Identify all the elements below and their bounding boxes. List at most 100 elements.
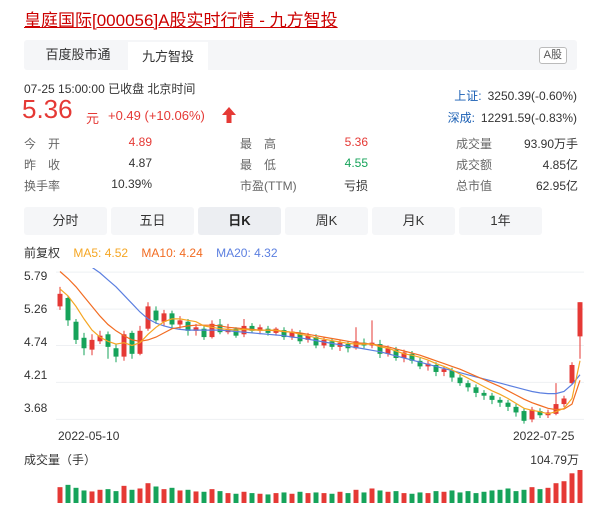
volume-bar <box>409 493 415 503</box>
volume-bar <box>465 491 471 503</box>
volume-bar <box>425 493 431 503</box>
tab-jiufang-zhitou[interactable]: 九方智投 <box>128 40 208 70</box>
volume-bar <box>273 493 279 503</box>
volume-bar <box>169 487 175 503</box>
period-5day-button[interactable]: 五日 <box>111 207 194 235</box>
volume-bar <box>73 487 79 503</box>
volume-bar <box>153 486 159 503</box>
candle-body <box>81 337 87 349</box>
period-daily-k-button[interactable]: 日K <box>198 207 281 235</box>
candle-body <box>385 348 391 354</box>
prev-close-label: 昨 收 <box>24 158 61 172</box>
volume-bar <box>137 488 143 503</box>
candle-body <box>353 341 359 349</box>
volume-bar <box>553 483 559 503</box>
ma-legend: 前复权 MA5: 4.52 MA10: 4.24 MA20: 4.32 <box>24 244 288 261</box>
period-intraday-button[interactable]: 分时 <box>24 207 107 235</box>
volume-bar <box>377 490 383 503</box>
volume-bar <box>121 485 127 503</box>
period-monthly-k-button[interactable]: 月K <box>372 207 455 235</box>
volume-bar <box>577 470 583 503</box>
volume-bar <box>281 492 287 503</box>
y-tick-label: 4.21 <box>24 368 48 382</box>
candle-body <box>425 363 431 367</box>
candle-body <box>313 337 319 346</box>
candle-body <box>265 328 271 333</box>
adjust-label[interactable]: 前复权 <box>24 246 61 260</box>
volume-bar <box>145 483 151 503</box>
volume-bar <box>401 493 407 503</box>
volume-bar <box>193 491 199 503</box>
index-value: 3250.39(-0.60%) <box>487 89 577 103</box>
turnover-label: 换手率 <box>24 179 61 193</box>
volume-bar <box>65 484 71 503</box>
volume-bar <box>321 493 327 503</box>
volume-value: 93.90万手 <box>523 137 578 151</box>
candle-body <box>401 352 407 359</box>
index-value: 12291.59(-0.83%) <box>480 111 577 125</box>
candle-body <box>473 387 479 393</box>
candle-body <box>537 411 543 416</box>
x-tick-label: 2022-05-10 <box>58 429 120 443</box>
volume-bar <box>225 493 231 503</box>
amount-label: 成交额 <box>456 158 493 172</box>
volume-bar <box>113 491 119 503</box>
volume-header: 成交量（手） <box>24 453 97 467</box>
tab-baidu-gushitong[interactable]: 百度股市通 <box>45 47 111 62</box>
candle-body <box>393 349 399 359</box>
pe-label: 市盈(TTM) <box>240 179 297 193</box>
candle-body <box>201 328 207 338</box>
pe-value: 亏损 <box>343 179 368 193</box>
candle-body <box>305 335 311 340</box>
volume-bar <box>129 489 135 503</box>
volume-bar <box>545 487 551 503</box>
volume-bar <box>161 489 167 503</box>
volume-bar <box>305 493 311 503</box>
volume-bar <box>265 494 271 503</box>
page-title[interactable]: 皇庭国际[000056]A股实时行情 - 九方智投 <box>24 11 338 30</box>
up-arrow-icon <box>222 107 236 123</box>
candle-body <box>377 344 383 354</box>
candle-body <box>449 370 455 378</box>
candle-body <box>281 330 287 338</box>
candle-body <box>529 409 535 420</box>
volume-bar <box>81 490 87 503</box>
period-1year-button[interactable]: 1年 <box>459 207 542 235</box>
period-weekly-k-button[interactable]: 周K <box>285 207 368 235</box>
volume-bar <box>105 489 111 503</box>
candle-body <box>561 398 567 405</box>
volume-label: 成交量 <box>456 137 493 151</box>
volume-bar <box>561 481 567 503</box>
candle-body <box>321 339 327 346</box>
market-cap-value: 62.95亿 <box>535 179 578 193</box>
candle-body <box>233 328 239 336</box>
candle-body <box>465 383 471 388</box>
volume-bar <box>89 491 95 503</box>
candle-body <box>297 332 303 342</box>
index-name: 深成: <box>447 111 475 125</box>
candle-body <box>513 406 519 413</box>
volume-bar <box>329 493 335 503</box>
candle-body <box>441 369 447 372</box>
ma20-line <box>91 268 581 395</box>
volume-bar <box>353 489 359 503</box>
index-shenzhen[interactable]: 深成: 12291.59(-0.83%) <box>448 109 577 126</box>
volume-bar <box>457 492 463 503</box>
candle-body <box>65 298 71 321</box>
candle-body <box>161 313 167 322</box>
index-name: 上证: <box>454 89 482 103</box>
candle-body <box>457 377 463 384</box>
candle-body <box>113 348 119 357</box>
index-shanghai[interactable]: 上证: 3250.39(-0.60%) <box>454 87 577 104</box>
ma20-legend: MA20: 4.32 <box>216 246 278 260</box>
candle-body <box>521 411 527 421</box>
volume-bar <box>417 492 423 503</box>
ma-lines <box>59 268 581 415</box>
candle-body <box>481 392 487 396</box>
volume-bar <box>345 493 351 503</box>
volume-bar <box>337 491 343 503</box>
ma5-line <box>59 288 581 415</box>
candle-body <box>505 402 511 407</box>
ma10-line <box>59 271 581 411</box>
